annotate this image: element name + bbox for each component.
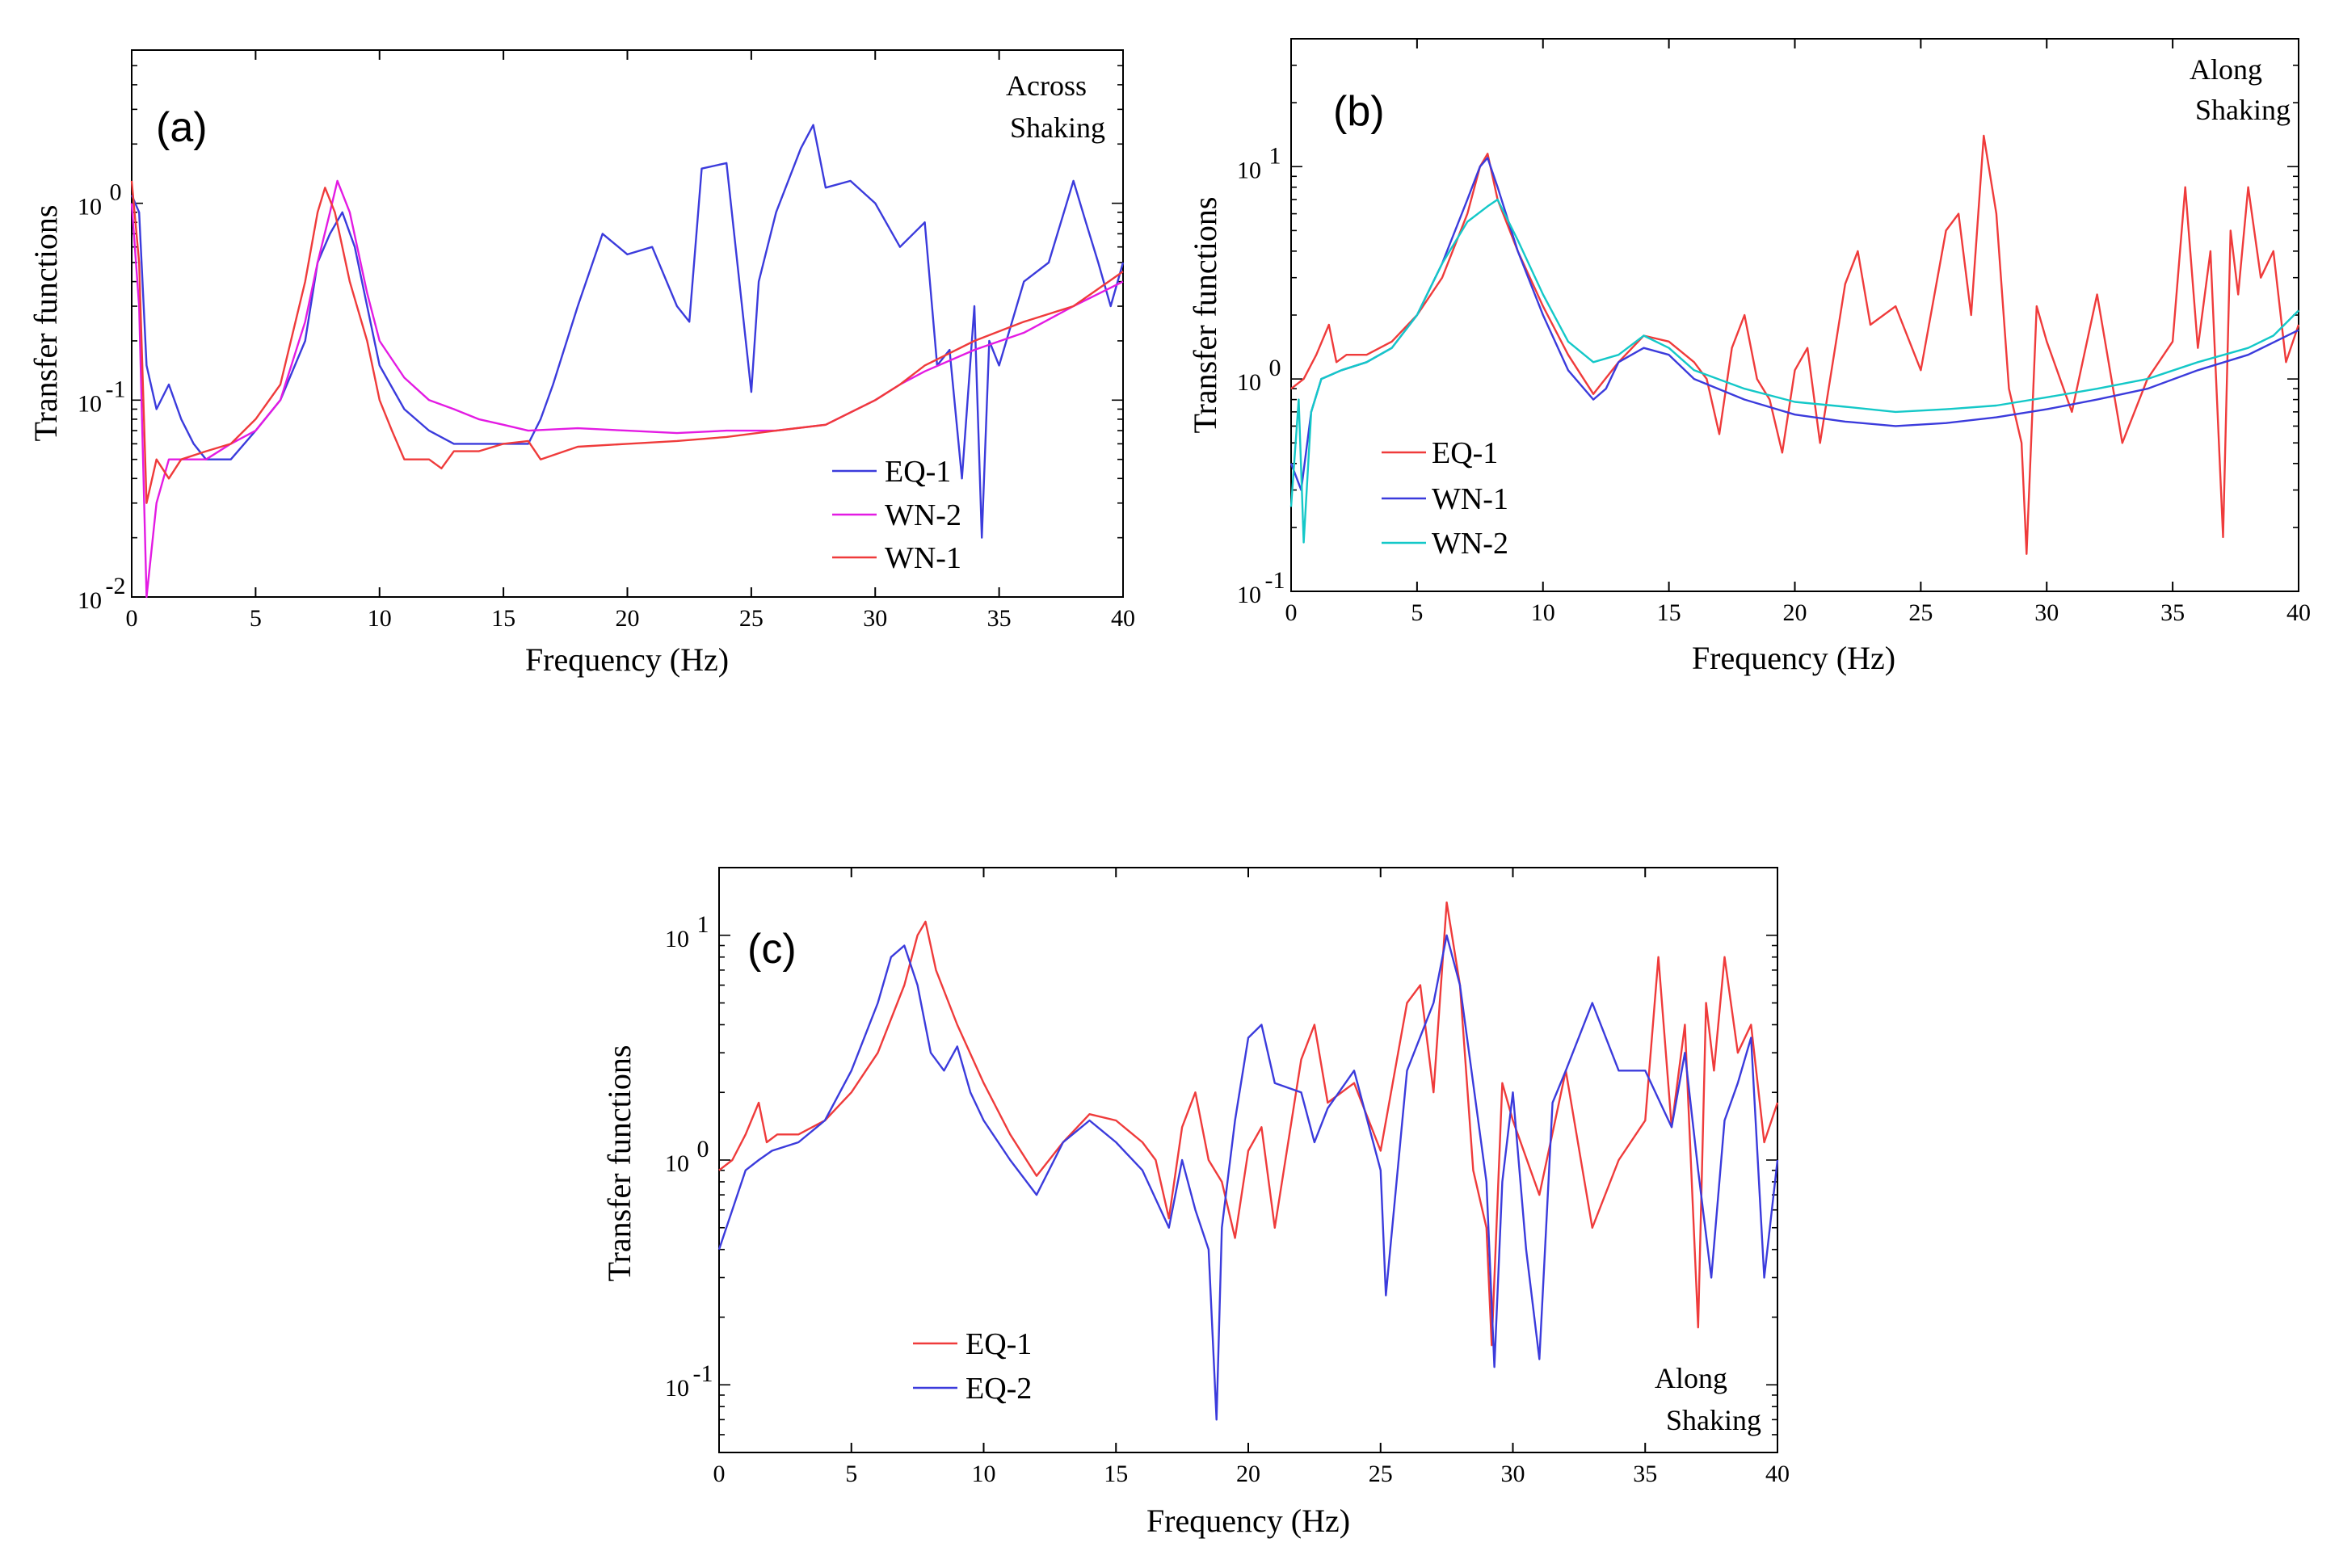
y-axis-label-a: Transfer functions — [27, 205, 64, 442]
legend-label-eq1-a: EQ-1 — [885, 455, 951, 489]
panel-label-c: (c) — [747, 926, 797, 973]
legend-label-eq1-b: EQ-1 — [1432, 436, 1498, 470]
x-tick-label: 20 — [1236, 1461, 1260, 1487]
annotation-line1-c: Along — [1655, 1362, 1727, 1394]
panel-label-b: (b) — [1333, 88, 1385, 135]
series-line-wn-2 — [130, 179, 1124, 599]
y-tick-label: 10 — [1237, 369, 1261, 396]
y-tick-exponent: -1 — [106, 376, 126, 402]
x-tick-label: 30 — [2034, 599, 2059, 626]
legend-label-wn2-a: WN-2 — [885, 498, 961, 532]
x-tick-label: 10 — [368, 605, 392, 632]
grid-ticks-a — [131, 49, 1124, 598]
y-tick-label: 10 — [78, 587, 102, 614]
x-tick-label: 15 — [1104, 1461, 1128, 1487]
legend-label-wn1-a: WN-1 — [885, 541, 961, 575]
y-tick-exponent: -1 — [1265, 567, 1285, 594]
x-tick-label: 15 — [1657, 599, 1681, 626]
x-tick-label: 25 — [1369, 1461, 1393, 1487]
series-line-wn-2 — [1289, 198, 2299, 544]
y-tick-label: 10 — [1237, 157, 1261, 183]
y-tick-label: 10 — [78, 194, 102, 221]
series-line-eq-2 — [717, 934, 1779, 1421]
series-line-wn-1 — [130, 180, 1124, 504]
x-tick-label: 40 — [1111, 605, 1135, 632]
x-axis-label-b: Frequency (Hz) — [1692, 640, 1895, 676]
series-group-a — [130, 124, 1125, 599]
annotation-line1-b: Along — [2190, 53, 2262, 86]
x-tick-label: 5 — [250, 605, 262, 632]
x-tick-label: 10 — [972, 1461, 996, 1487]
y-axis-label-b: Transfer functions — [1187, 197, 1223, 434]
legend-c: EQ-1 EQ-2 — [913, 1327, 1032, 1406]
y-tick-label: 10 — [78, 390, 102, 417]
y-tick-exponent: -1 — [693, 1360, 713, 1387]
y-tick-exponent: 1 — [697, 911, 709, 938]
annotation-line2-c: Shaking — [1666, 1404, 1761, 1436]
y-tick-label: 10 — [665, 926, 689, 952]
legend-a: EQ-1 WN-2 WN-1 — [832, 455, 961, 575]
x-tick-label: 35 — [987, 605, 1012, 632]
legend-label-eq1-c: EQ-1 — [965, 1327, 1032, 1361]
x-tick-label: 15 — [491, 605, 515, 632]
x-tick-label: 35 — [1633, 1461, 1657, 1487]
series-group-b — [1289, 134, 2300, 555]
y-tick-label: 10 — [665, 1375, 689, 1402]
annotation-line2-a: Shaking — [1010, 111, 1105, 144]
x-tick-label: 30 — [863, 605, 887, 632]
y-tick-label: 10 — [665, 1150, 689, 1177]
x-tick-label: 5 — [1411, 599, 1423, 626]
y-tick-label: 10 — [1237, 582, 1261, 608]
y-tick-exponent: 0 — [1269, 355, 1281, 381]
grid-ticks-b — [1290, 38, 2299, 592]
x-tick-label: 35 — [2160, 599, 2185, 626]
x-tick-label: 25 — [739, 605, 764, 632]
panel-label-a: (a) — [156, 104, 208, 151]
annotation-line2-b: Shaking — [2195, 94, 2291, 126]
series-line-eq-1 — [130, 124, 1125, 539]
y-tick-exponent: 0 — [110, 179, 122, 206]
x-axis-label-a: Frequency (Hz) — [525, 641, 729, 678]
annotation-line1-a: Across — [1006, 69, 1087, 102]
legend-label-eq2-c: EQ-2 — [965, 1372, 1032, 1406]
x-tick-label: 20 — [616, 605, 640, 632]
y-tick-exponent: 0 — [697, 1136, 709, 1162]
x-tick-label: 0 — [713, 1461, 726, 1487]
x-tick-label: 20 — [1783, 599, 1807, 626]
legend-label-wn2-b: WN-2 — [1432, 527, 1508, 561]
y-axis-label-c: Transfer functions — [601, 1045, 637, 1282]
x-tick-label: 10 — [1531, 599, 1555, 626]
x-tick-label: 25 — [1908, 599, 1933, 626]
y-tick-exponent: -2 — [106, 573, 126, 599]
x-tick-label: 40 — [1765, 1461, 1790, 1487]
series-group-c — [717, 901, 1779, 1421]
x-tick-label: 0 — [1285, 599, 1298, 626]
grid-ticks-c — [718, 867, 1778, 1453]
legend-label-wn1-b: WN-1 — [1432, 482, 1508, 516]
x-tick-label: 5 — [845, 1461, 857, 1487]
series-line-eq-1 — [1290, 134, 2300, 555]
y-tick-exponent: 1 — [1269, 142, 1281, 169]
legend-b: EQ-1 WN-1 WN-2 — [1382, 436, 1508, 561]
x-tick-label: 30 — [1501, 1461, 1525, 1487]
series-line-eq-1 — [718, 901, 1779, 1347]
x-tick-label: 40 — [2286, 599, 2311, 626]
x-axis-label-c: Frequency (Hz) — [1146, 1503, 1350, 1539]
x-tick-label: 0 — [126, 605, 138, 632]
